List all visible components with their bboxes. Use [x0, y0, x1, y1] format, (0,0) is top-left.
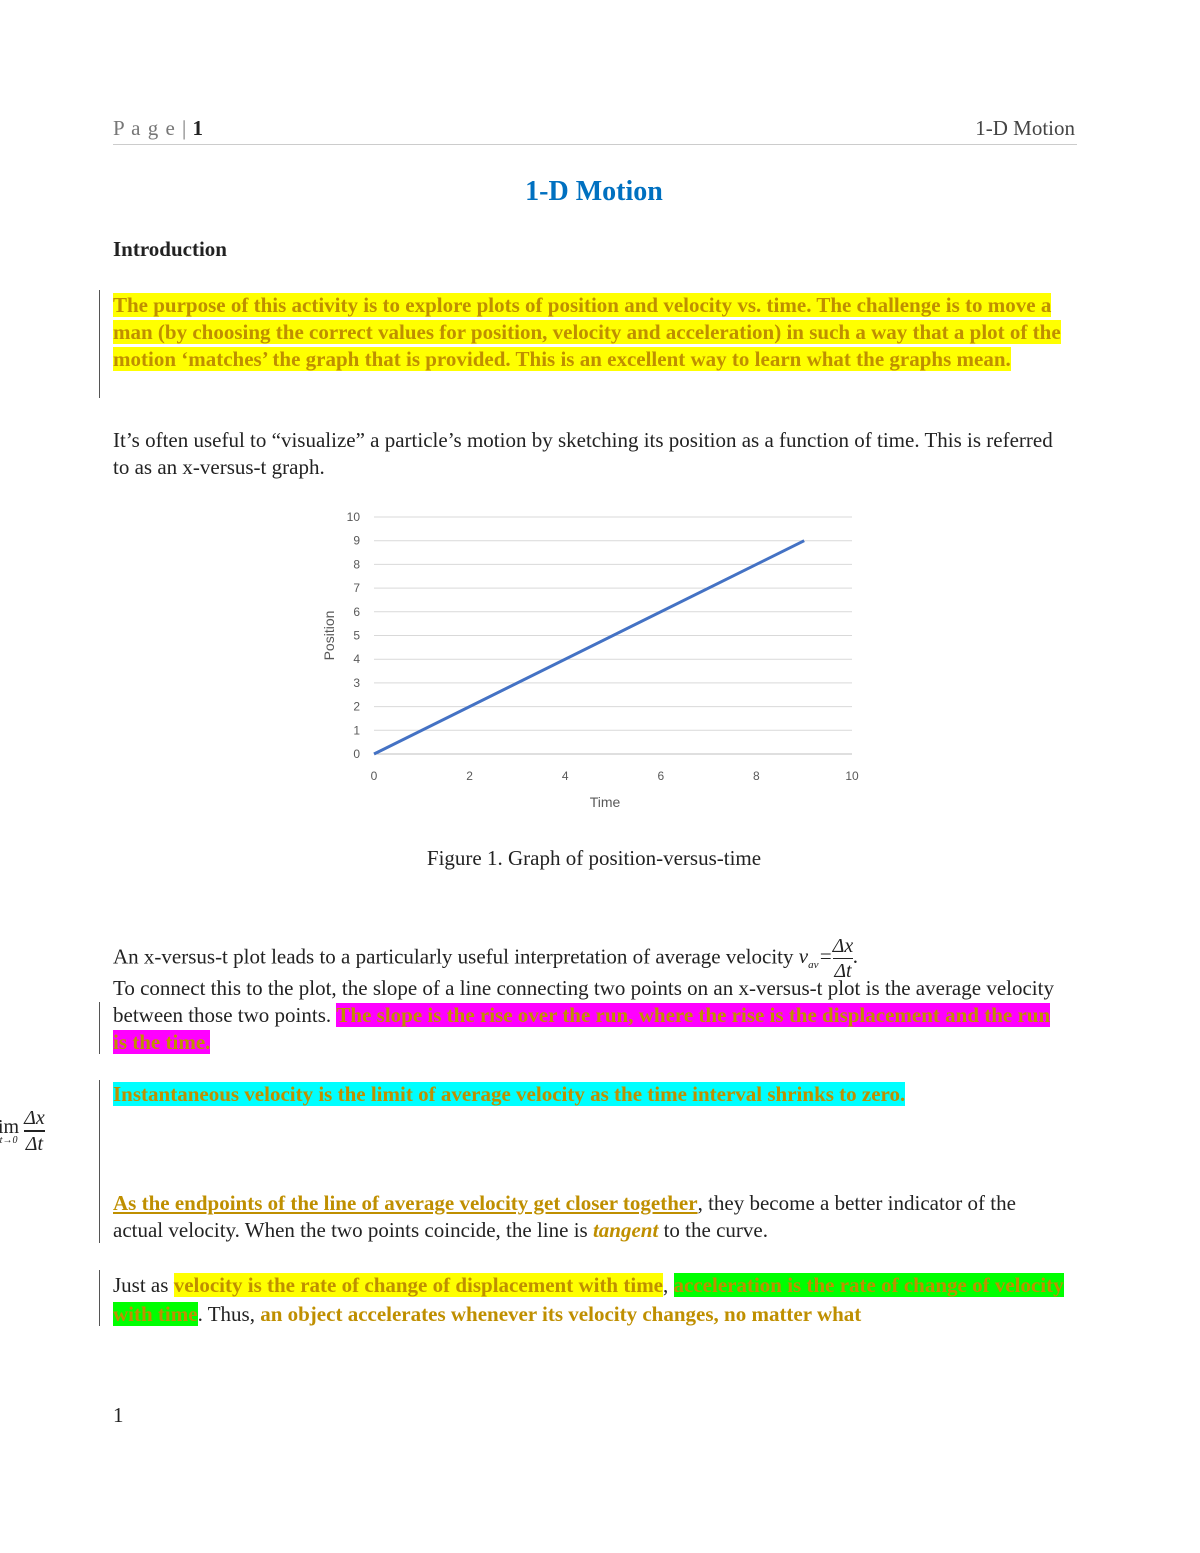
- eq-denominator: Δt: [834, 960, 852, 982]
- eq-numerator: Δx: [832, 935, 854, 959]
- accelerates-text: an object accelerates whenever its veloc…: [260, 1302, 862, 1326]
- section-heading: Introduction: [113, 237, 227, 261]
- page-number: 1: [192, 116, 204, 140]
- series-line: [373, 539, 805, 756]
- avg-velocity-text: An x-versus-t plot leads to a particular…: [113, 944, 794, 969]
- footer-page-number: 1: [113, 1403, 124, 1427]
- instantaneous-velocity-text: Instantaneous velocity is the limit of a…: [113, 1082, 906, 1106]
- endpoints-end: to the curve.: [663, 1218, 768, 1242]
- x-axis-label: Time: [590, 794, 621, 810]
- page-title: 1-D Motion: [525, 176, 663, 207]
- lim-text: im: [0, 1116, 20, 1138]
- paragraph-average-velocity: An x-versus-t plot leads to a particular…: [113, 934, 1068, 983]
- paragraph-endpoints: As the endpoints of the line of average …: [113, 1190, 1068, 1244]
- running-title: 1-D Motion: [975, 116, 1075, 140]
- x-tick-label: 0: [371, 769, 378, 783]
- paragraph-xt-graph: It’s often useful to “visualize” a parti…: [113, 428, 1053, 479]
- lim-sub: t→0: [0, 1135, 18, 1146]
- endpoints-rest: , they become a better indicator of the …: [113, 1191, 1016, 1242]
- y-tick-label: 6: [353, 605, 360, 619]
- x-tick-label: 4: [562, 769, 569, 783]
- y-tick-label: 3: [353, 676, 360, 690]
- eq-v: v: [798, 944, 809, 969]
- page-header-left: P a g e | 1: [113, 116, 203, 141]
- lim-denominator: Δt: [25, 1133, 44, 1155]
- x-tick-label: 8: [753, 769, 760, 783]
- y-tick-label: 8: [353, 557, 360, 571]
- y-tick-label: 10: [347, 510, 361, 524]
- y-tick-label: 0: [353, 747, 360, 761]
- endpoints-text: As the endpoints of the line of average …: [113, 1191, 698, 1215]
- intro-paragraph: The purpose of this activity is to explo…: [113, 293, 1061, 371]
- y-tick-label: 9: [353, 534, 360, 548]
- paragraph-acceleration: Just as velocity is the rate of change o…: [113, 1271, 1068, 1329]
- thus: . Thus,: [197, 1302, 255, 1326]
- slope-text: To connect this to the plot, the slope o…: [113, 976, 1054, 1027]
- lim-numerator: Δx: [24, 1106, 45, 1132]
- y-tick-label: 2: [353, 700, 360, 714]
- comma: ,: [663, 1273, 669, 1297]
- just-as: Just as: [113, 1273, 169, 1297]
- figure-caption: Figure 1. Graph of position-versus-time: [426, 846, 762, 870]
- y-tick-label: 5: [353, 629, 360, 643]
- limit-equation: im t→0 Δx Δt: [0, 1106, 45, 1156]
- y-tick-label: 7: [353, 581, 360, 595]
- x-tick-label: 10: [845, 769, 859, 783]
- change-bar: [99, 1080, 100, 1243]
- x-tick-label: 2: [466, 769, 473, 783]
- eq-period: .: [853, 944, 859, 969]
- change-bar: [99, 1002, 100, 1054]
- change-bar: [99, 290, 100, 398]
- change-bar: [99, 1270, 100, 1326]
- header-divider: [113, 144, 1077, 145]
- y-tick-label: 1: [353, 723, 360, 737]
- page-label: P a g e |: [113, 116, 188, 140]
- y-axis-label: Position: [321, 611, 337, 661]
- average-velocity-equation: vav= Δx Δt.: [798, 935, 859, 982]
- x-tick-label: 6: [657, 769, 664, 783]
- paragraph-slope: To connect this to the plot, the slope o…: [113, 975, 1068, 1056]
- position-time-chart: 0 1 2 3 4 5 6 7 8 9 10 0 2 4 6 8 10 Time Position: [321, 510, 859, 810]
- eq-sub: av: [808, 959, 819, 972]
- velocity-definition: velocity is the rate of change of displa…: [173, 1273, 664, 1297]
- y-tick-label: 4: [353, 652, 360, 666]
- tangent-word: tangent: [592, 1218, 659, 1242]
